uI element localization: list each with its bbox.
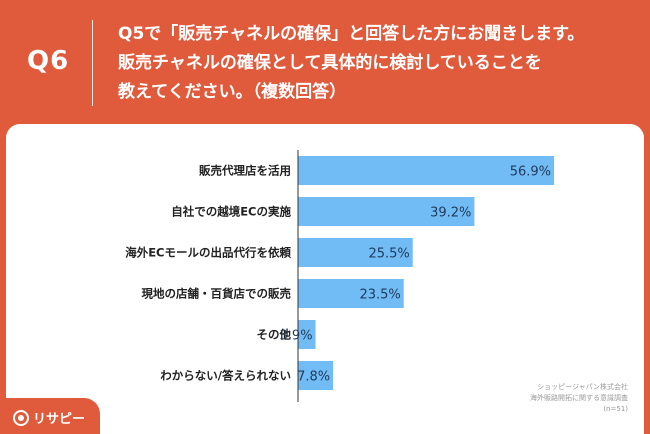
source-sample: (n=51)	[603, 405, 628, 413]
lisapi-logo-icon	[13, 410, 29, 426]
bar	[298, 197, 475, 226]
value-label: 23.5%	[359, 288, 400, 303]
value-label: 39.2%	[430, 206, 471, 221]
value-label: 3.9%	[280, 329, 313, 344]
question-header: Q6 Q5で「販売チャネルの確保」と回答した方にお聞きします。 販売チャネルの確…	[0, 0, 650, 124]
bar	[298, 361, 334, 390]
value-label: 25.5%	[368, 247, 409, 262]
category-label: 現地の店舗・百貨店での販売	[142, 287, 292, 301]
source-note: ショッピージャパン株式会社 海外販路開拓に関する意識調査 (n=51)	[428, 382, 628, 415]
category-label: わからない/答えられない	[160, 369, 291, 383]
bar	[298, 156, 555, 185]
category-label: その他	[257, 328, 292, 342]
logo-text: リサピー	[33, 412, 86, 427]
lisapi-logo: リサピー	[6, 398, 100, 434]
value-label: 7.8%	[297, 370, 330, 385]
value-label: 56.9%	[510, 165, 551, 180]
bar	[298, 279, 404, 308]
source-survey: 海外販路開拓に関する意識調査	[530, 394, 628, 402]
bar	[298, 238, 413, 267]
source-company: ショッピージャパン株式会社	[537, 383, 628, 391]
question-number: Q6	[27, 46, 70, 76]
category-label: 自社での越境ECの実施	[171, 205, 291, 219]
question-line-3: 教えてください。（複数回答）	[118, 82, 347, 102]
category-label: 海外ECモールの出品代行を依頼	[125, 246, 291, 260]
bar-chart: 販売代理店を活用 56.9% 自社での越境ECの実施 39.2% 海外ECモールの出品代…	[125, 150, 555, 402]
header-divider	[92, 20, 93, 106]
question-line-2: 販売チャネルの確保として具体的に検討していることを	[118, 53, 542, 73]
question-text: Q5で「販売チャネルの確保」と回答した方にお聞きします。 販売チャネルの確保とし…	[118, 20, 638, 107]
category-label: 販売代理店を活用	[199, 164, 291, 178]
chart-panel: 販売代理店を活用 56.9% 自社での越境ECの実施 39.2% 海外ECモールの出品代…	[6, 124, 644, 434]
bar	[298, 320, 316, 349]
question-line-1: Q5で「販売チャネルの確保」と回答した方にお聞きします。	[118, 24, 585, 44]
